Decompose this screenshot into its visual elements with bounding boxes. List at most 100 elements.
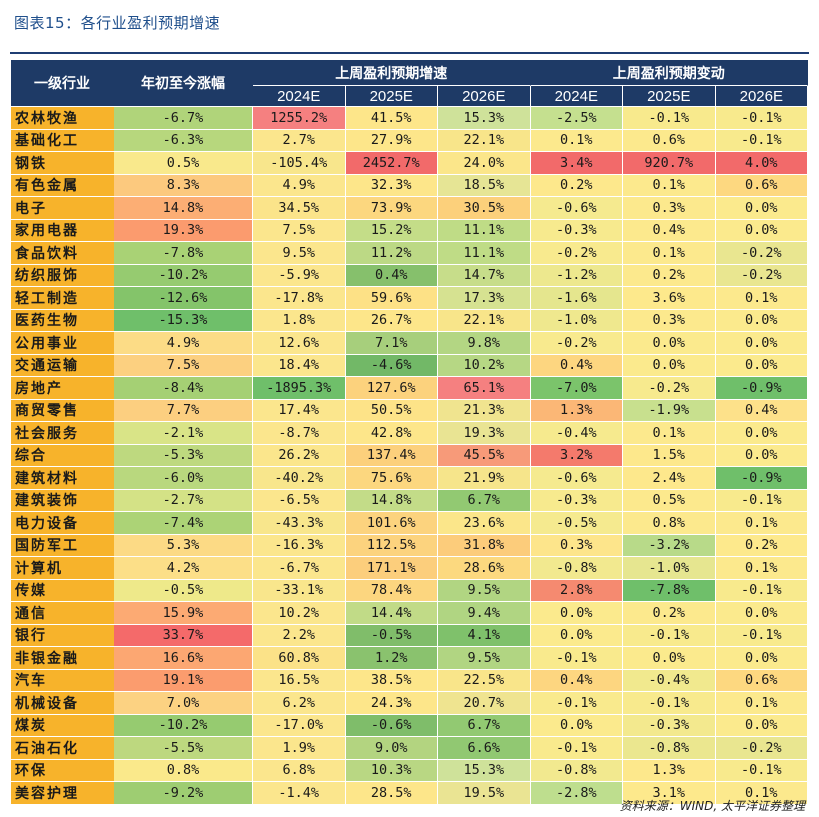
change-2024e-cell: 3.2% xyxy=(530,443,624,466)
change-2024e-cell: -1.0% xyxy=(530,308,624,331)
change-2025e-cell: -0.4% xyxy=(623,668,716,691)
change-2025e-cell: -3.2% xyxy=(623,533,716,556)
change-2025e-cell: -1.0% xyxy=(623,556,716,579)
growth-2024e-cell: 4.9% xyxy=(253,173,346,196)
growth-2024e-cell: 9.5% xyxy=(253,241,346,264)
header-growth-2026e: 2026E xyxy=(438,86,531,106)
table-row: 医药生物 -15.3% 1.8% 26.7% 22.1% -1.0% 0.3% 0.0% xyxy=(11,308,809,331)
industry-name: 煤炭 xyxy=(11,713,114,736)
header-growth-2024e: 2024E xyxy=(253,86,346,106)
change-2026e-cell: 0.1% xyxy=(715,781,809,804)
growth-2026e-cell: 21.9% xyxy=(438,466,531,489)
change-2024e-cell: -0.6% xyxy=(530,466,624,489)
growth-2025e-cell: 11.2% xyxy=(345,241,438,264)
industry-name: 基础化工 xyxy=(11,128,114,151)
growth-2024e-cell: -8.7% xyxy=(253,421,346,444)
change-2025e-cell: 0.5% xyxy=(623,488,716,511)
chart-title: 图表15：各行业盈利预期增速 xyxy=(14,14,221,32)
industry-name: 社会服务 xyxy=(11,421,114,444)
table-row: 基础化工 -6.3% 2.7% 27.9% 22.1% 0.1% 0.6% -0.1% xyxy=(11,128,809,151)
growth-2025e-cell: 41.5% xyxy=(345,106,438,129)
ytd-change-cell: -9.2% xyxy=(114,781,253,804)
industry-name: 通信 xyxy=(11,601,114,624)
change-2025e-cell: 0.0% xyxy=(623,646,716,669)
growth-2026e-cell: 23.6% xyxy=(438,511,531,534)
ytd-change-cell: -6.0% xyxy=(114,466,253,489)
change-2024e-cell: -2.5% xyxy=(530,106,624,129)
growth-2024e-cell: 1.8% xyxy=(253,308,346,331)
growth-2026e-cell: 30.5% xyxy=(438,196,531,219)
growth-2025e-cell: 1.2% xyxy=(345,646,438,669)
change-2026e-cell: 0.0% xyxy=(715,308,809,331)
change-2026e-cell: 0.4% xyxy=(715,398,809,421)
change-2025e-cell: 920.7% xyxy=(623,151,716,174)
growth-2025e-cell: 38.5% xyxy=(345,668,438,691)
change-2025e-cell: 3.6% xyxy=(623,286,716,309)
growth-2025e-cell: 42.8% xyxy=(345,421,438,444)
table-row: 食品饮料 -7.8% 9.5% 11.2% 11.1% -0.2% 0.1% -0.2% xyxy=(11,241,809,264)
change-2026e-cell: 0.1% xyxy=(715,691,809,714)
table-row: 通信 15.9% 10.2% 14.4% 9.4% 0.0% 0.2% 0.0% xyxy=(11,601,809,624)
change-2024e-cell: -1.2% xyxy=(530,263,624,286)
growth-2024e-cell: 18.4% xyxy=(253,353,346,376)
growth-2024e-cell: -1895.3% xyxy=(253,376,346,399)
change-2024e-cell: 2.8% xyxy=(530,578,624,601)
ytd-change-cell: -7.8% xyxy=(114,241,253,264)
change-2025e-cell: -0.8% xyxy=(623,736,716,759)
table-row: 国防军工 5.3% -16.3% 112.5% 31.8% 0.3% -3.2% 0.2% xyxy=(11,533,809,556)
table-row: 环保 0.8% 6.8% 10.3% 15.3% -0.8% 1.3% -0.1% xyxy=(11,758,809,781)
change-2024e-cell: -0.1% xyxy=(530,736,624,759)
industry-name: 环保 xyxy=(11,758,114,781)
change-2024e-cell: 3.4% xyxy=(530,151,624,174)
change-2026e-cell: 0.0% xyxy=(715,196,809,219)
growth-2025e-cell: 78.4% xyxy=(345,578,438,601)
change-2024e-cell: -1.6% xyxy=(530,286,624,309)
table-row: 美容护理 -9.2% -1.4% 28.5% 19.5% -2.8% 3.1% 0.1% xyxy=(11,781,809,804)
growth-2026e-cell: 28.6% xyxy=(438,556,531,579)
growth-2026e-cell: 9.5% xyxy=(438,646,531,669)
ytd-change-cell: 16.6% xyxy=(114,646,253,669)
ytd-change-cell: -10.2% xyxy=(114,263,253,286)
growth-2026e-cell: 19.5% xyxy=(438,781,531,804)
change-2025e-cell: 3.1% xyxy=(623,781,716,804)
table-row: 纺织服饰 -10.2% -5.9% 0.4% 14.7% -1.2% 0.2% -0.2% xyxy=(11,263,809,286)
table-row: 家用电器 19.3% 7.5% 15.2% 11.1% -0.3% 0.4% 0.0% xyxy=(11,218,809,241)
industry-name: 建筑材料 xyxy=(11,466,114,489)
change-2024e-cell: 0.4% xyxy=(530,353,624,376)
growth-2024e-cell: 7.5% xyxy=(253,218,346,241)
change-2024e-cell: -0.3% xyxy=(530,488,624,511)
growth-2025e-cell: 26.7% xyxy=(345,308,438,331)
ytd-change-cell: 19.1% xyxy=(114,668,253,691)
growth-2025e-cell: 127.6% xyxy=(345,376,438,399)
table-row: 房地产 -8.4% -1895.3% 127.6% 65.1% -7.0% -0.2% -0.… xyxy=(11,376,809,399)
growth-2026e-cell: 15.3% xyxy=(438,758,531,781)
growth-2025e-cell: 14.4% xyxy=(345,601,438,624)
header-industry: 一级行业 xyxy=(11,60,114,106)
ytd-change-cell: 7.5% xyxy=(114,353,253,376)
change-2024e-cell: 0.4% xyxy=(530,668,624,691)
change-2025e-cell: -7.8% xyxy=(623,578,716,601)
change-2026e-cell: 0.1% xyxy=(715,556,809,579)
header-change-group: 上周盈利预期变动 xyxy=(530,60,809,86)
growth-2024e-cell: 10.2% xyxy=(253,601,346,624)
ytd-change-cell: 7.7% xyxy=(114,398,253,421)
change-2026e-cell: 0.0% xyxy=(715,421,809,444)
table-row: 综合 -5.3% 26.2% 137.4% 45.5% 3.2% 1.5% 0.0% xyxy=(11,443,809,466)
change-2025e-cell: -0.1% xyxy=(623,623,716,646)
growth-2026e-cell: 22.1% xyxy=(438,308,531,331)
change-2024e-cell: -0.2% xyxy=(530,331,624,354)
change-2026e-cell: -0.9% xyxy=(715,376,809,399)
change-2024e-cell: -2.8% xyxy=(530,781,624,804)
change-2026e-cell: 0.1% xyxy=(715,286,809,309)
growth-2024e-cell: -33.1% xyxy=(253,578,346,601)
header-growth-group: 上周盈利预期增速 xyxy=(253,60,531,86)
growth-2024e-cell: 60.8% xyxy=(253,646,346,669)
ytd-change-cell: -8.4% xyxy=(114,376,253,399)
growth-2024e-cell: -40.2% xyxy=(253,466,346,489)
growth-2026e-cell: 22.5% xyxy=(438,668,531,691)
growth-2024e-cell: 1255.2% xyxy=(253,106,346,129)
change-2025e-cell: -0.1% xyxy=(623,691,716,714)
growth-2026e-cell: 22.1% xyxy=(438,128,531,151)
change-2026e-cell: 0.1% xyxy=(715,511,809,534)
change-2026e-cell: -0.1% xyxy=(715,758,809,781)
